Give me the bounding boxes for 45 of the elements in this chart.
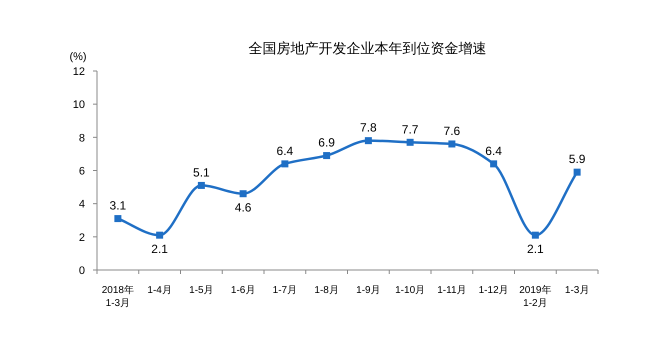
y-tick-label: 8 [78, 132, 85, 144]
point [364, 137, 372, 144]
y-tick-label: 12 [72, 66, 85, 78]
point [448, 140, 456, 148]
point [281, 160, 288, 168]
data-label: 6.4 [276, 144, 294, 158]
data-label: 7.7 [402, 122, 419, 136]
x-tick-label: 1-9月 [356, 285, 381, 296]
data-label: 5.9 [568, 152, 586, 166]
point [490, 160, 498, 168]
data-label: 7.6 [444, 124, 461, 138]
point [323, 152, 330, 160]
point [114, 215, 122, 222]
data-label: 6.4 [485, 144, 502, 158]
x-tick-label: 1-5月 [189, 285, 214, 296]
y-tick-label: 10 [72, 99, 85, 112]
x-tick-label: 1-12月 [478, 285, 509, 296]
point [156, 232, 164, 239]
data-label: 6.9 [318, 136, 336, 150]
point [406, 138, 414, 146]
x-tick-label: 1-7月 [272, 285, 298, 296]
data-label: 4.6 [234, 200, 252, 215]
x-tick-label: 2019年 1-2月 [519, 284, 552, 309]
x-tick-label: 1-8月 [314, 285, 339, 296]
x-tick-label: 1-10月 [395, 285, 426, 296]
x-tick-label: 1-3月 [564, 285, 590, 296]
data-label: 3.1 [110, 198, 127, 213]
point [198, 182, 205, 189]
point [574, 168, 581, 176]
x-tick-label: 1-6月 [230, 285, 256, 296]
data-label: 7.8 [360, 120, 378, 135]
data-label: 2.1 [527, 242, 544, 256]
chart-title: 全国房地产开发企业本年到位资金增速 [248, 40, 486, 56]
point [240, 190, 247, 198]
y-tick-label: 0 [78, 265, 85, 277]
y-tick-label: 2 [78, 232, 85, 244]
x-tick-label: 1-11月 [437, 285, 467, 296]
y-axis-title: (%) [69, 51, 87, 63]
data-label: 5.1 [193, 165, 210, 180]
data-label: 2.1 [151, 242, 168, 256]
x-tick-label: 2018年 1-3月 [102, 284, 134, 309]
y-tick-label: 4 [78, 198, 85, 211]
x-tick-label: 1-4月 [147, 285, 172, 296]
y-tick-label: 6 [78, 166, 85, 178]
point [532, 232, 539, 239]
